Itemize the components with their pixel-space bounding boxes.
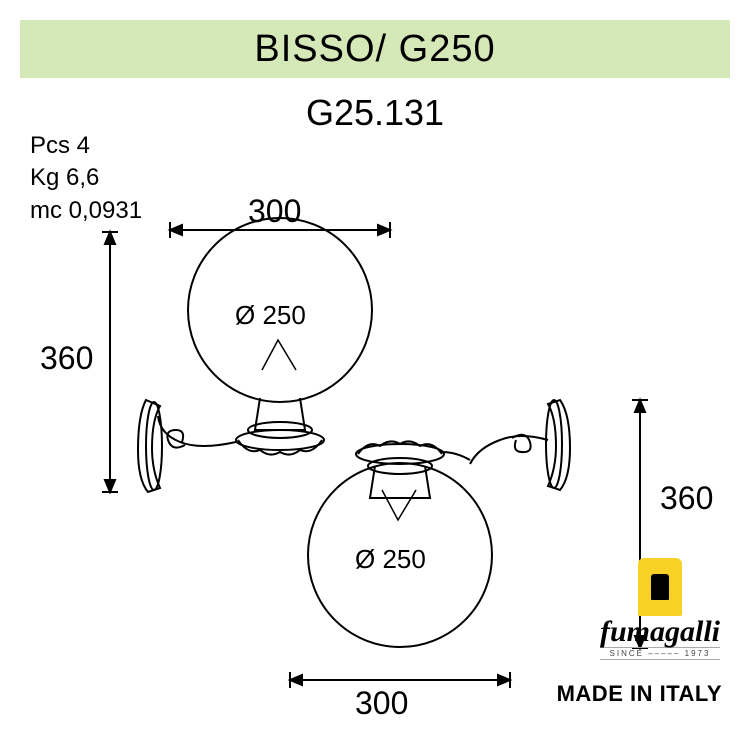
made-in-label: MADE IN ITALY — [557, 682, 722, 705]
brand-logo: fumagalli SINCE ––––– 1973 — [600, 558, 720, 660]
lantern-icon — [638, 558, 682, 616]
brand-name: fumagalli — [600, 618, 720, 645]
brand-since: SINCE ––––– 1973 — [600, 647, 720, 660]
